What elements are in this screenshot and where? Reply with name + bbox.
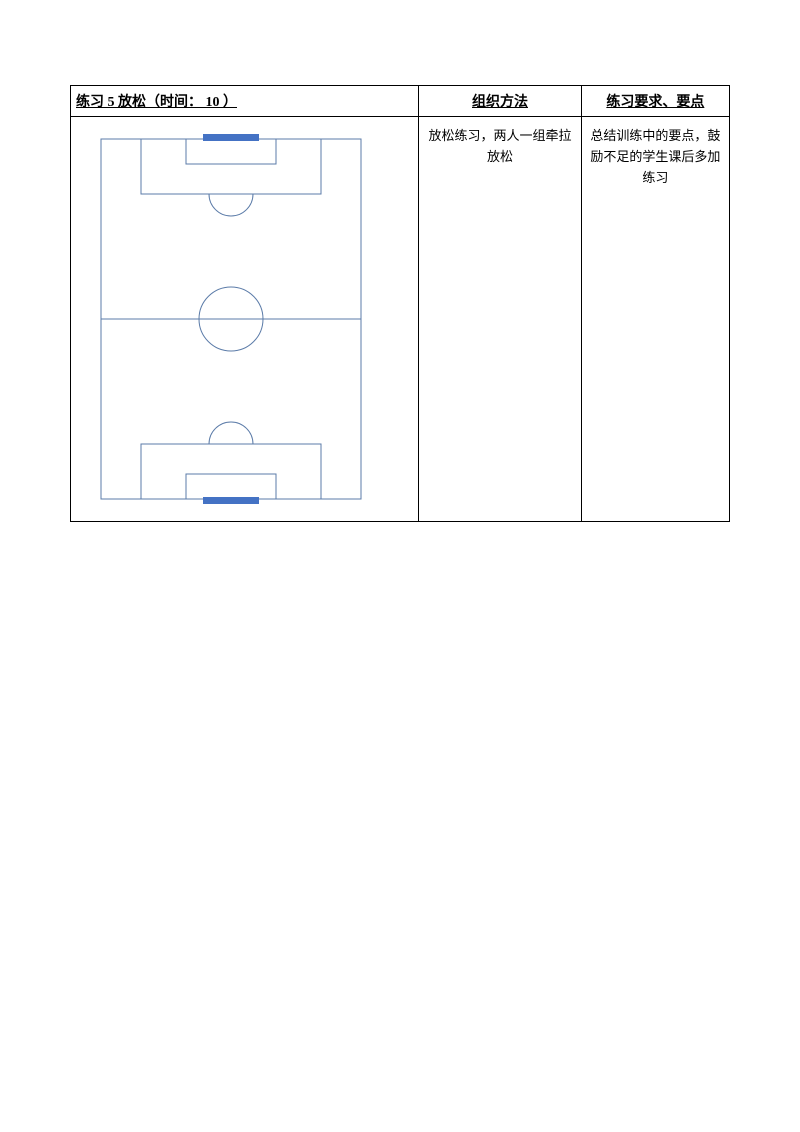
content-row: 放松练习，两人一组牵拉放松 总结训练中的要点，鼓励不足的学生课后多加练习 bbox=[71, 117, 730, 522]
diagram-cell bbox=[71, 117, 419, 522]
header-requirements: 练习要求、要点 bbox=[581, 86, 729, 117]
header-method: 组织方法 bbox=[419, 86, 581, 117]
header-row: 练习 5 放松（时间： 10 ） 组织方法 练习要求、要点 bbox=[71, 86, 730, 117]
method-cell: 放松练习，两人一组牵拉放松 bbox=[419, 117, 581, 522]
method-text: 放松练习，两人一组牵拉放松 bbox=[425, 121, 574, 168]
requirements-cell: 总结训练中的要点，鼓励不足的学生课后多加练习 bbox=[581, 117, 729, 522]
lesson-plan-table: 练习 5 放松（时间： 10 ） 组织方法 练习要求、要点 放松练习，两人一组牵… bbox=[70, 85, 730, 522]
requirements-text: 总结训练中的要点，鼓励不足的学生课后多加练习 bbox=[588, 121, 723, 188]
football-field-icon bbox=[91, 129, 371, 509]
header-exercise: 练习 5 放松（时间： 10 ） bbox=[71, 86, 419, 117]
